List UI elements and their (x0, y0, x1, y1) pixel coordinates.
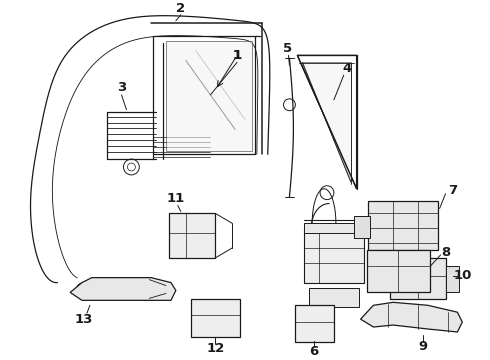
Polygon shape (70, 278, 176, 300)
Circle shape (80, 287, 88, 294)
Text: 8: 8 (441, 247, 450, 260)
Polygon shape (445, 266, 459, 292)
Circle shape (76, 283, 92, 298)
Polygon shape (295, 305, 334, 342)
Polygon shape (304, 228, 364, 283)
Text: 7: 7 (448, 184, 457, 197)
Text: 1: 1 (233, 49, 242, 62)
Polygon shape (304, 223, 364, 233)
Polygon shape (191, 300, 240, 337)
Circle shape (127, 163, 135, 171)
Circle shape (326, 240, 362, 276)
Circle shape (335, 249, 353, 267)
Polygon shape (354, 216, 370, 238)
Text: 1: 1 (233, 49, 242, 62)
Polygon shape (367, 250, 430, 292)
Polygon shape (309, 288, 359, 307)
Circle shape (302, 309, 312, 319)
Polygon shape (166, 41, 252, 151)
Circle shape (326, 289, 342, 305)
Text: 6: 6 (310, 345, 319, 358)
Polygon shape (390, 258, 445, 300)
Circle shape (174, 219, 184, 228)
Circle shape (284, 99, 295, 111)
Circle shape (317, 326, 327, 336)
Text: 3: 3 (117, 81, 126, 94)
Text: 5: 5 (283, 42, 292, 55)
Text: 10: 10 (453, 269, 471, 282)
Polygon shape (368, 201, 438, 250)
Text: 2: 2 (176, 3, 185, 15)
Circle shape (366, 309, 381, 325)
Text: 4: 4 (342, 62, 351, 75)
Circle shape (375, 263, 391, 279)
Circle shape (340, 254, 348, 262)
Text: 13: 13 (75, 312, 93, 325)
Circle shape (196, 238, 205, 248)
Circle shape (123, 159, 139, 175)
Polygon shape (361, 302, 463, 332)
Circle shape (220, 320, 230, 330)
Text: 11: 11 (167, 192, 185, 205)
Polygon shape (302, 62, 351, 182)
Circle shape (320, 186, 334, 199)
Polygon shape (169, 213, 216, 258)
Text: 9: 9 (418, 340, 427, 353)
Text: 12: 12 (206, 342, 224, 355)
Circle shape (200, 302, 210, 312)
